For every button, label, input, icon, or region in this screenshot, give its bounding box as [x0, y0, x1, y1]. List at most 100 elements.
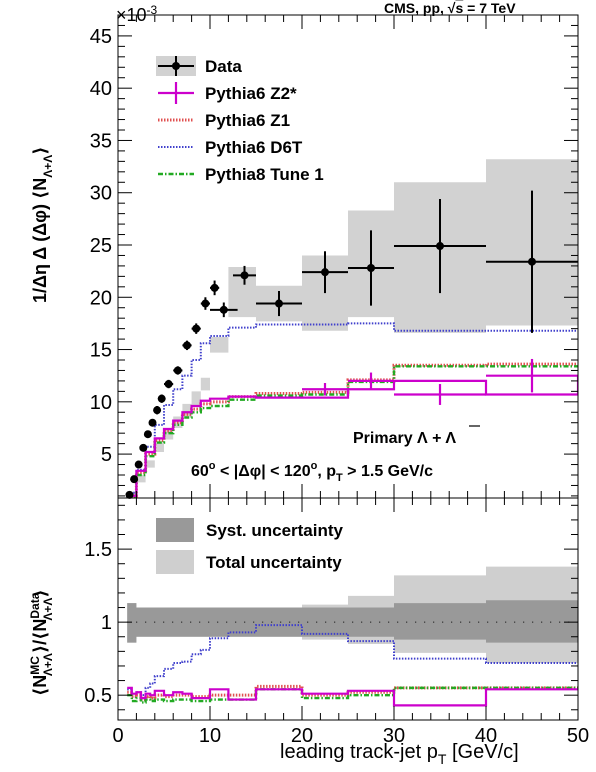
ratio-step-pythia6-z2- — [127, 686, 578, 707]
data-marker — [367, 264, 375, 272]
data-marker — [164, 380, 173, 389]
legend-label: Pythia6 D6T — [205, 138, 303, 157]
top-y-tick-label: 20 — [90, 287, 112, 309]
data-point — [148, 418, 157, 427]
data-point — [394, 199, 486, 294]
data-point — [164, 379, 174, 389]
top-y-tick-label: 30 — [90, 183, 112, 205]
data-marker — [157, 394, 166, 403]
data-marker — [275, 299, 283, 308]
data-point — [153, 406, 162, 415]
data-marker — [130, 475, 139, 484]
legend-swatch-marker — [172, 62, 180, 70]
legend-entry-pythia6-d6t: Pythia6 D6T — [158, 138, 303, 157]
selection-cuts-annotation: 60o < |Δφ| < 120o, pT > 1.5 GeV/c — [191, 460, 433, 484]
ratio-y-tick-label: 1 — [101, 612, 112, 634]
data-point — [143, 430, 152, 439]
experiment-label: CMS, pp, √s = 7 TeV — [384, 0, 516, 16]
legend-label: Pythia6 Z2* — [205, 84, 297, 103]
data-point — [134, 460, 143, 469]
top-y-tick-label: 10 — [90, 392, 112, 414]
ratio-bands-layer — [127, 566, 578, 664]
top-uncertainty-band-layer — [127, 159, 578, 497]
ratio-y-tick-label: 0.5 — [84, 685, 112, 707]
data-point — [256, 291, 302, 317]
ratio-step-pythia8-tune-1 — [127, 686, 578, 704]
legend-label: Total uncertainty — [206, 553, 342, 572]
data-marker — [210, 283, 219, 292]
top-axis-ticks: 5 10 15 20 25 30 35 40 45 — [90, 14, 579, 498]
pythia6-z2--point — [348, 372, 394, 390]
legend-entry-total-uncertainty: Total uncertainty — [156, 550, 342, 574]
legend-swatch-box — [156, 518, 194, 542]
top-y-tick-label: 25 — [90, 235, 112, 257]
data-marker — [173, 366, 182, 375]
data-point — [486, 190, 578, 333]
top-y-tick-label: 40 — [90, 78, 112, 100]
data-point — [210, 280, 220, 296]
legend-label: Data — [205, 57, 242, 76]
data-marker — [134, 460, 143, 469]
ratio-legend: Syst. uncertainty Total uncertainty — [156, 518, 344, 574]
pythia6-z2--point — [394, 384, 486, 405]
legend-label: Pythia6 Z1 — [205, 111, 290, 130]
x-tick-label: 0 — [112, 725, 123, 747]
ratio-y-tick-label: 1.5 — [84, 539, 112, 561]
data-point — [200, 297, 210, 310]
x-axis-title: leading track-jet pT [GeV/c] — [280, 741, 519, 767]
data-marker — [321, 268, 329, 277]
top-y-tick-label: 45 — [90, 26, 112, 48]
data-point — [302, 251, 348, 294]
x-tick-label: 10 — [199, 725, 221, 747]
x-tick-label: 30 — [383, 725, 405, 747]
legend-entry-syst-uncertainty: Syst. uncertainty — [156, 518, 344, 542]
data-point — [210, 302, 238, 318]
top-y-tick-label: 35 — [90, 130, 112, 152]
legend-label: Syst. uncertainty — [206, 521, 344, 540]
legend-entry-pythia6-z1: Pythia6 Z1 — [158, 111, 290, 130]
data-marker — [143, 430, 152, 439]
x-tick-label: 50 — [567, 725, 589, 747]
pythia6-z2--point — [486, 358, 578, 393]
data-marker — [139, 443, 148, 452]
species-annotation: Primary Λ + Λ — [353, 430, 456, 447]
x-tick-label: 20 — [291, 725, 313, 747]
data-point — [191, 323, 201, 334]
data-point — [182, 340, 192, 351]
data-point — [233, 265, 256, 285]
x-tick-label: 40 — [475, 725, 497, 747]
top-mc-steps-layer — [127, 322, 578, 498]
data-point — [348, 230, 394, 306]
legend-swatch-box — [156, 550, 194, 574]
data-marker — [201, 299, 210, 308]
data-marker — [192, 324, 201, 333]
legend-entry-data: Data — [156, 56, 242, 76]
data-point — [125, 490, 134, 499]
legend-entry-pythia6-z2-: Pythia6 Z2* — [158, 82, 297, 104]
data-uncertainty-band — [127, 159, 578, 497]
ratio-plot-frame — [117, 497, 579, 721]
ratio-y-axis-title: ⟨NMCΛ+Λ⟩/⟨NDataΛ+Λ⟩ — [28, 589, 55, 696]
main-plot-panel: 5 10 15 20 25 30 35 40 45 — [90, 14, 579, 499]
ratio-axis-ticks: 0 10 20 30 40 50 0.5 1 1.5 — [84, 498, 589, 747]
top-y-axis-title: 1/Δη Δ (Δφ) ⟨NΛ+Λ⟩ — [30, 147, 55, 304]
data-marker — [240, 271, 249, 280]
data-point — [157, 394, 166, 403]
data-point — [139, 443, 148, 452]
mc-step-pythia6-d6t — [127, 322, 578, 494]
main-legend: Data Pythia6 Z2* Pythia6 Z1 Pythia6 D6T Pyth… — [156, 56, 324, 184]
top-y-tick-label: 15 — [90, 340, 112, 362]
top-data-points-layer — [125, 190, 578, 499]
data-marker — [153, 406, 162, 415]
data-marker — [148, 418, 157, 427]
data-marker — [183, 341, 191, 350]
data-point — [130, 475, 139, 484]
ratio-steps-layer — [127, 624, 578, 707]
pythia6-z2--point — [302, 383, 348, 396]
data-marker — [125, 490, 134, 499]
legend-entry-pythia8-tune-1: Pythia8 Tune 1 — [158, 165, 324, 184]
mc-step-pythia6-z2- — [127, 375, 578, 498]
ratio-plot-panel: 0 10 20 30 40 50 0.5 1 1.5 — [84, 497, 589, 747]
data-marker — [219, 305, 228, 314]
